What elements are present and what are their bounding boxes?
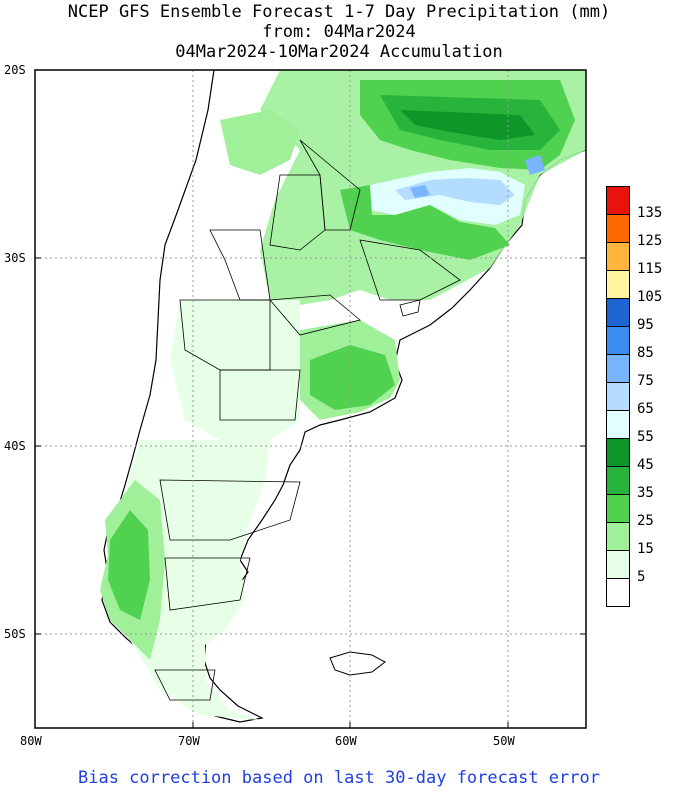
map-subtitle-period: 04Mar2024-10Mar2024 Accumulation	[175, 42, 503, 62]
legend-swatch	[606, 242, 630, 271]
map-title: NCEP GFS Ensemble Forecast 1-7 Day Preci…	[67, 2, 611, 22]
legend-swatch	[606, 298, 630, 327]
falkland-islands	[329, 651, 386, 676]
legend-swatch	[606, 522, 630, 551]
legend-label: 105	[637, 289, 663, 305]
map-frame	[34, 69, 587, 729]
lagoon-uruguay	[399, 299, 421, 317]
lon-label-70w: 70W	[178, 734, 200, 748]
legend-label: 65	[637, 401, 654, 417]
legend-label: 115	[637, 261, 663, 277]
precip-shading	[100, 70, 586, 720]
legend-swatch	[606, 270, 630, 299]
legend-swatch	[606, 186, 630, 215]
lon-label-60w: 60W	[335, 734, 357, 748]
legend-label: 95	[637, 317, 654, 333]
lat-label-30s: 30S	[4, 251, 26, 265]
legend-swatch	[606, 410, 630, 439]
legend-swatch	[606, 466, 630, 495]
legend-swatch	[606, 578, 630, 607]
legend-swatch	[606, 550, 630, 579]
lon-label-50w: 50W	[493, 734, 515, 748]
legend-label: 35	[637, 485, 654, 501]
lat-label-50s: 50S	[4, 627, 26, 641]
legend-label: 15	[637, 541, 654, 557]
legend-swatch	[606, 214, 630, 243]
legend-swatch	[606, 326, 630, 355]
map-subtitle-date: from: 04Mar2024	[262, 22, 416, 42]
lon-label-80w: 80W	[20, 734, 42, 748]
lat-label-20s: 20S	[4, 63, 26, 77]
legend-swatch	[606, 354, 630, 383]
legend-label: 5	[637, 569, 646, 585]
legend-swatch	[606, 382, 630, 411]
legend-label: 85	[637, 345, 654, 361]
legend-label: 135	[637, 205, 663, 221]
graticule	[35, 70, 586, 728]
legend-swatch	[606, 438, 630, 467]
bias-correction-note: Bias correction based on last 30-day for…	[78, 768, 600, 788]
legend-label: 25	[637, 513, 654, 529]
legend-label: 125	[637, 233, 663, 249]
legend-label: 45	[637, 457, 654, 473]
legend-swatch	[606, 494, 630, 523]
legend-label: 55	[637, 429, 654, 445]
legend-label: 75	[637, 373, 654, 389]
lat-label-40s: 40S	[4, 439, 26, 453]
